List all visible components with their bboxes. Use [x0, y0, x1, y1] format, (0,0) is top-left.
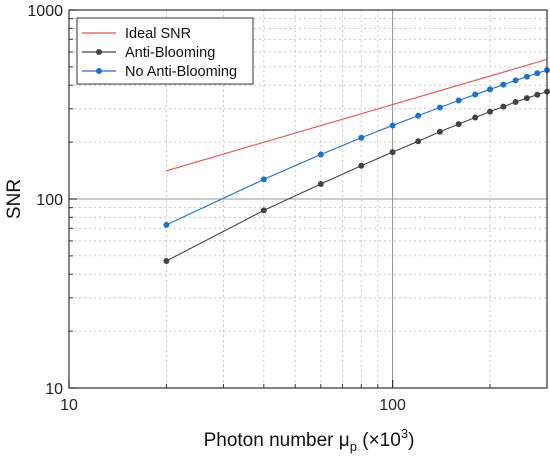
- legend-label-no-anti-blooming: No Anti-Blooming: [125, 64, 237, 80]
- legend-label-ideal-snr: Ideal SNR: [125, 26, 191, 42]
- data-point-no-anti-blooming: [512, 77, 519, 84]
- data-point-no-anti-blooming: [534, 70, 541, 77]
- legend: Ideal SNR Anti-Blooming No Anti-Blooming: [76, 17, 254, 85]
- x-tick-label: 100: [379, 397, 406, 414]
- data-point-anti-blooming: [500, 103, 507, 110]
- data-point-no-anti-blooming: [415, 112, 422, 119]
- data-point-anti-blooming: [512, 99, 519, 105]
- x-axis-title: Photon number μp (×103): [204, 426, 415, 454]
- data-point-no-anti-blooming: [487, 86, 494, 93]
- data-point-no-anti-blooming: [260, 176, 267, 183]
- y-tick-label: 100: [36, 192, 63, 209]
- series-line-ideal-snr: [166, 58, 548, 172]
- y-tick-label: 1000: [27, 3, 63, 20]
- data-point-anti-blooming: [534, 91, 541, 98]
- legend-label-anti-blooming: Anti-Blooming: [125, 45, 215, 61]
- data-point-no-anti-blooming: [436, 104, 443, 111]
- series-layer: [163, 58, 550, 264]
- y-tick-label: 10: [45, 381, 63, 398]
- data-point-no-anti-blooming: [500, 81, 507, 88]
- legend-box: [76, 17, 254, 85]
- major-grid: [69, 10, 547, 388]
- minor-grid: [69, 10, 547, 388]
- x-axis-title-suffix: (×10: [357, 430, 401, 451]
- data-point-no-anti-blooming: [455, 97, 462, 104]
- x-axis-title-main: Photon number μ: [204, 430, 350, 451]
- x-axis-title-superscript: 3: [401, 426, 408, 441]
- data-point-anti-blooming: [523, 95, 530, 102]
- data-point-anti-blooming: [472, 114, 479, 121]
- legend-marker-anti-blooming: [96, 49, 102, 55]
- tick-labels: 10 100 10 100 1000: [27, 3, 406, 414]
- data-point-anti-blooming: [358, 162, 365, 169]
- data-point-no-anti-blooming: [317, 151, 324, 158]
- axis-ticks: [68, 9, 491, 389]
- legend-marker-no-anti-blooming: [96, 68, 102, 74]
- data-point-anti-blooming: [455, 121, 462, 128]
- x-axis-title-close: ): [408, 430, 414, 451]
- data-point-anti-blooming: [389, 149, 396, 156]
- data-point-no-anti-blooming: [523, 73, 530, 80]
- data-point-no-anti-blooming: [163, 221, 170, 228]
- data-point-no-anti-blooming: [389, 122, 396, 129]
- data-point-anti-blooming: [415, 138, 422, 145]
- data-point-anti-blooming: [487, 108, 494, 115]
- x-axis-title-subscript: p: [350, 439, 357, 454]
- y-axis-title: SNR: [4, 179, 25, 219]
- data-point-anti-blooming: [436, 128, 443, 135]
- x-tick-label: 10: [60, 397, 78, 414]
- data-point-anti-blooming: [317, 181, 324, 188]
- data-point-no-anti-blooming: [358, 134, 365, 141]
- data-point-anti-blooming: [163, 257, 170, 264]
- data-point-anti-blooming: [260, 207, 267, 214]
- data-point-no-anti-blooming: [472, 91, 479, 98]
